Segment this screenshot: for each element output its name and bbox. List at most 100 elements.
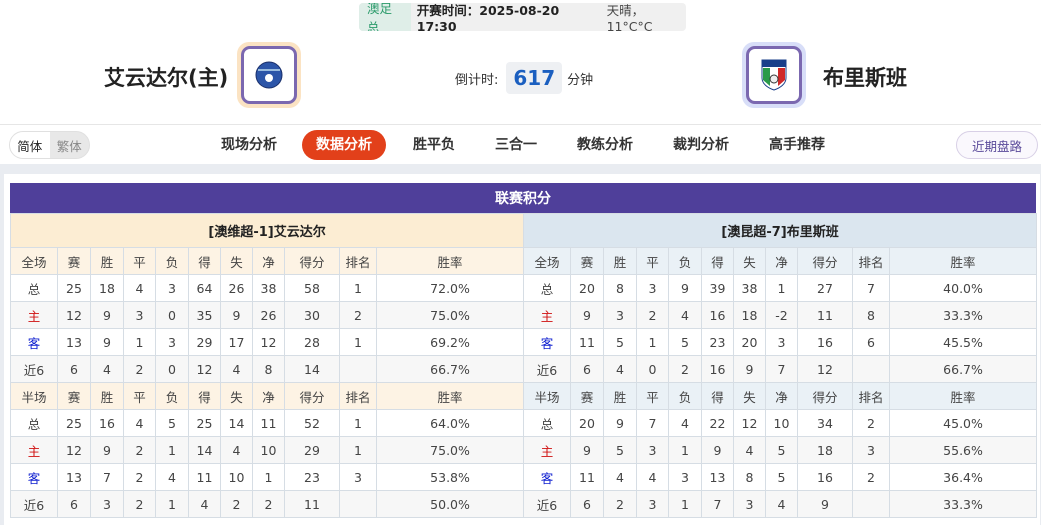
stat-cell: 69.2% bbox=[375, 328, 525, 356]
row-label: 客 bbox=[10, 463, 58, 491]
tab-expert-picks[interactable]: 高手推荐 bbox=[769, 137, 825, 153]
stat-cell: 45.5% bbox=[888, 328, 1038, 356]
stat-cell: 4 bbox=[220, 355, 253, 383]
stat-cell: 40.0% bbox=[888, 274, 1038, 302]
stat-cell: 29 bbox=[284, 436, 340, 464]
stat-cell: 9 bbox=[701, 436, 734, 464]
stat-cell: 5 bbox=[668, 328, 702, 356]
column-header: 得分 bbox=[284, 382, 340, 410]
stat-cell: 64.0% bbox=[375, 409, 525, 437]
stat-cell: 8 bbox=[603, 274, 637, 302]
table-row: 近6 6 4 0 2 16 9 7 12 66.7% bbox=[523, 355, 1038, 383]
stat-cell: 2 bbox=[252, 490, 285, 518]
stat-cell: 2 bbox=[636, 301, 669, 329]
stat-cell: 2 bbox=[123, 463, 156, 491]
lang-traditional[interactable]: 繁体 bbox=[56, 138, 82, 154]
stat-cell: 5 bbox=[603, 328, 637, 356]
stat-cell: 2 bbox=[123, 355, 156, 383]
stat-cell: 1 bbox=[668, 490, 702, 518]
tab-win-draw-loss[interactable]: 胜平负 bbox=[413, 137, 455, 153]
stat-cell: 16 bbox=[797, 463, 853, 491]
column-header: 胜 bbox=[603, 247, 637, 275]
tab-data-analysis[interactable]: 数据分析 bbox=[302, 130, 386, 160]
column-header: 平 bbox=[636, 382, 669, 410]
column-header: 半场 bbox=[10, 382, 58, 410]
countdown-value: 617 bbox=[506, 62, 563, 94]
row-label: 主 bbox=[523, 301, 571, 329]
column-header: 胜率 bbox=[888, 247, 1038, 275]
stat-cell: 9 bbox=[90, 328, 124, 356]
stat-cell: 12 bbox=[57, 436, 91, 464]
stat-cell: 4 bbox=[123, 409, 156, 437]
weather: 天晴，11°C°C bbox=[606, 3, 653, 31]
stat-cell: 16 bbox=[701, 301, 734, 329]
tab-three-in-one[interactable]: 三合一 bbox=[495, 137, 537, 153]
countdown-unit: 分钟 bbox=[567, 72, 594, 88]
stat-cell: 1 bbox=[668, 436, 702, 464]
stat-cell: 3 bbox=[90, 490, 124, 518]
column-header: 胜率 bbox=[375, 382, 525, 410]
table-row: 总 20 9 7 4 22 12 10 34 2 45.0% bbox=[523, 409, 1038, 437]
team-table-title: [澳维超-1]艾云达尔 bbox=[9, 213, 525, 248]
stat-cell: 64 bbox=[188, 274, 221, 302]
column-header: 负 bbox=[668, 382, 702, 410]
stat-cell: 9 bbox=[90, 436, 124, 464]
stat-cell: 5 bbox=[765, 463, 798, 491]
stat-cell: 5 bbox=[765, 436, 798, 464]
stat-cell: 2 bbox=[339, 301, 377, 329]
stat-cell: 34 bbox=[797, 409, 853, 437]
stat-cell: 4 bbox=[668, 301, 702, 329]
stat-cell: 38 bbox=[252, 274, 285, 302]
tab-coach-analysis[interactable]: 教练分析 bbox=[577, 137, 633, 153]
stat-cell: 10 bbox=[252, 436, 285, 464]
stat-cell: 58 bbox=[284, 274, 340, 302]
row-label: 总 bbox=[10, 409, 58, 437]
stat-cell: 9 bbox=[90, 301, 124, 329]
language-toggle: 简体 繁体 bbox=[9, 131, 90, 159]
stat-cell: 11 bbox=[797, 301, 853, 329]
table-row: 客 13 9 1 3 29 17 12 28 1 69.2% bbox=[10, 328, 525, 356]
stat-cell: 6 bbox=[57, 490, 91, 518]
stat-cell: 12 bbox=[57, 301, 91, 329]
column-header: 全场 bbox=[10, 247, 58, 275]
stat-cell: 7 bbox=[90, 463, 124, 491]
table-row: 近6 6 4 2 0 12 4 8 14 66.7% bbox=[10, 355, 525, 383]
table-row: 主 9 5 3 1 9 4 5 18 3 55.6% bbox=[523, 436, 1038, 464]
tab-live-analysis[interactable]: 现场分析 bbox=[221, 137, 277, 153]
stat-cell: 29 bbox=[188, 328, 221, 356]
stat-cell: 4 bbox=[220, 436, 253, 464]
home-team-name[interactable]: 艾云达尔(主) bbox=[104, 66, 229, 90]
away-team-name[interactable]: 布里斯班 bbox=[823, 66, 907, 90]
stat-cell: 9 bbox=[603, 409, 637, 437]
tab-referee-analysis[interactable]: 裁判分析 bbox=[673, 137, 729, 153]
league-label[interactable]: 澳足总 bbox=[359, 3, 411, 31]
stat-cell: 33.3% bbox=[888, 490, 1038, 518]
column-header: 负 bbox=[155, 247, 189, 275]
stat-cell: 3 bbox=[636, 274, 669, 302]
table-row: 客 11 4 4 3 13 8 5 16 2 36.4% bbox=[523, 463, 1038, 491]
lang-simplified[interactable]: 简体 bbox=[10, 132, 50, 158]
column-header: 平 bbox=[123, 247, 156, 275]
stat-cell: 12 bbox=[797, 355, 853, 383]
column-header: 失 bbox=[733, 382, 766, 410]
stat-cell: 3 bbox=[155, 274, 189, 302]
nav-bar: 简体 繁体 现场分析 数据分析 胜平负 三合一 教练分析 裁判分析 高手推荐 近… bbox=[0, 124, 1041, 164]
column-header-row: 全场赛胜平负得失净得分 排名 胜率 bbox=[10, 247, 525, 275]
column-header: 赛 bbox=[570, 382, 604, 410]
table-row: 客 11 5 1 5 23 20 3 16 6 45.5% bbox=[523, 328, 1038, 356]
stat-cell: 26 bbox=[252, 301, 285, 329]
recent-handicap-button[interactable]: 近期盘路 bbox=[956, 131, 1038, 159]
section-title: 联赛积分 bbox=[10, 183, 1036, 213]
home-team-logo[interactable] bbox=[237, 42, 301, 108]
away-standings-table: [澳昆超-7]布里斯班 全场赛胜平负得失净得分 排名 胜率总 20 8 3 9 39 38 1 27 7… bbox=[522, 213, 1038, 518]
row-label: 主 bbox=[523, 436, 571, 464]
stat-cell: 53.8% bbox=[375, 463, 525, 491]
stat-cell: 2 bbox=[852, 409, 890, 437]
row-label: 主 bbox=[10, 436, 58, 464]
column-header: 排名 bbox=[339, 382, 377, 410]
stat-cell: 6 bbox=[57, 355, 91, 383]
column-header: 胜 bbox=[90, 382, 124, 410]
stat-cell: 18 bbox=[90, 274, 124, 302]
away-team-logo[interactable] bbox=[742, 42, 806, 108]
stat-cell: 6 bbox=[570, 355, 604, 383]
